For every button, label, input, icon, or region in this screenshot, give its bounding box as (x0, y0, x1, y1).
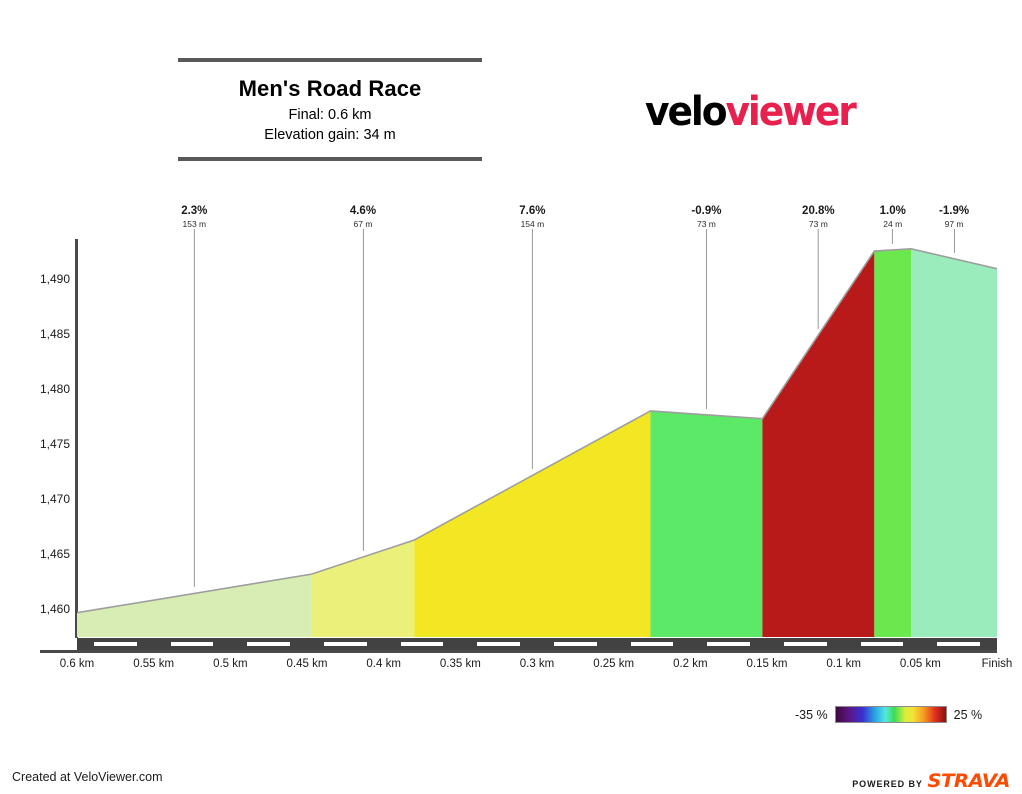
gradient-percent-label: 20.8% (802, 205, 835, 217)
gradient-marker-line (953, 229, 955, 253)
gradient-percent-label: 2.3% (181, 205, 208, 217)
y-axis-tick-label: 1,490 (39, 271, 70, 286)
road-dash (247, 642, 291, 646)
road-dash (783, 642, 827, 646)
header-rule-top (178, 58, 482, 62)
y-axis-tick-label: 1,485 (39, 326, 70, 341)
road-dash (937, 642, 981, 646)
y-axis-tick-label: 1,460 (39, 602, 70, 617)
road-dash (323, 642, 367, 646)
x-axis-tick-label: 0.15 km (746, 658, 788, 670)
legend-max-label: 25 % (953, 707, 983, 722)
gradient-marker: 4.6% 67 m (349, 205, 377, 552)
header-rule-bottom (178, 157, 482, 161)
gradient-percent-label: 4.6% (349, 205, 377, 217)
y-axis-labels: 1,460 1,465 1,470 1,475 1,480 1,485 1,490 (12, 240, 70, 637)
x-axis-tick-label: 0.2 km (673, 658, 708, 670)
x-axis-tick-label: 0.4 km (366, 658, 401, 670)
veloviewer-logo: veloviewer (645, 89, 857, 135)
road-dash (707, 642, 751, 646)
gradient-length-label: 24 m (883, 219, 903, 229)
gradient-marker-line (892, 229, 894, 244)
y-axis-tick-label: 1,470 (39, 492, 70, 507)
gradient-marker: 20.8% 73 m (802, 205, 835, 329)
x-axis-tick-label: 0.25 km (593, 658, 635, 670)
road-dash (400, 642, 444, 646)
x-axis-tick-label: 0.05 km (899, 658, 941, 670)
y-axis-tick-label: 1,465 (39, 547, 70, 562)
elevation-profile-svg (77, 248, 997, 637)
profile-segment (874, 248, 912, 637)
road-dash (630, 642, 674, 646)
x-axis-line (40, 650, 997, 653)
powered-by-label: POWERED BY (852, 779, 923, 789)
logo-velo-text: velo (645, 89, 728, 135)
x-axis-tick-label: 0.45 km (286, 658, 328, 670)
x-axis-tick-label: 0.1 km (826, 658, 861, 670)
gradient-marker-line (705, 229, 707, 409)
footer-credit: Created at VeloViewer.com (12, 770, 163, 784)
road-dash (553, 642, 597, 646)
gradient-length-label: 97 m (944, 219, 964, 229)
profile-segment (414, 410, 651, 637)
profile-outline (77, 248, 997, 614)
gradient-marker: -1.9% 97 m (939, 205, 970, 253)
gradient-percent-label: -1.9% (939, 205, 970, 217)
strava-badge: POWERED BY STRAVA (852, 770, 1010, 792)
header-elevation-gain: Elevation gain: 34 m (264, 127, 396, 143)
profile-segment (77, 574, 312, 637)
chart-header: Men's Road Race Final: 0.6 km Elevation … (178, 58, 482, 161)
gradient-color-scale (834, 706, 947, 723)
gradient-marker-line (531, 229, 533, 470)
road-dash (93, 642, 137, 646)
x-axis-tick-label: 0.55 km (133, 658, 175, 670)
profile-segment (311, 539, 415, 637)
elevation-profile-chart (77, 240, 997, 637)
gradient-length-label: 154 m (520, 219, 545, 229)
gradient-marker-line (817, 229, 819, 329)
profile-segment (911, 248, 997, 637)
road-dash (860, 642, 904, 646)
x-axis-tick-label: 0.3 km (519, 658, 555, 670)
gradient-marker: 2.3% 153 m (181, 205, 208, 588)
gradient-length-label: 73 m (696, 219, 716, 229)
page-title: Men's Road Race (238, 76, 422, 101)
x-axis-tick-label: 0.35 km (439, 658, 481, 670)
road-dash (170, 642, 214, 646)
gradient-percent-label: 1.0% (879, 205, 906, 217)
x-axis-tick-label: 0.6 km (59, 658, 95, 670)
gradient-marker-line (193, 229, 195, 588)
gradient-marker-line (362, 229, 364, 552)
gradient-percent-label: 7.6% (519, 205, 546, 217)
y-axis-tick-label: 1,475 (39, 437, 70, 451)
x-axis-tick-label: 0.5 km (213, 658, 248, 670)
x-axis-tick-label: Finish (981, 658, 1013, 670)
logo-viewer-text: viewer (725, 89, 856, 135)
gradient-percent-label: -0.9% (691, 205, 722, 217)
route-road-bar (77, 638, 997, 650)
gradient-marker: 7.6% 154 m (519, 205, 546, 470)
x-axis-labels: 0.6 km 0.55 km 0.5 km 0.45 km 0.4 km 0.35 km 0… (60, 658, 1013, 678)
strava-wordmark: STRAVA (927, 770, 1010, 792)
legend-min-label: -35 % (795, 707, 828, 722)
road-dash (477, 642, 521, 646)
gradient-length-label: 67 m (353, 219, 373, 229)
gradient-marker: 1.0% 24 m (879, 205, 906, 244)
profile-segment (650, 410, 763, 637)
gradient-marker: -0.9% 73 m (691, 205, 722, 409)
gradient-length-label: 153 m (182, 219, 207, 229)
gradient-length-label: 73 m (808, 219, 828, 229)
profile-segment (762, 251, 875, 637)
header-final-distance: Final: 0.6 km (288, 107, 372, 123)
gradient-legend: -35 % 25 % (795, 706, 982, 723)
y-axis-line (75, 239, 78, 638)
y-axis-tick-label: 1,480 (39, 381, 70, 396)
